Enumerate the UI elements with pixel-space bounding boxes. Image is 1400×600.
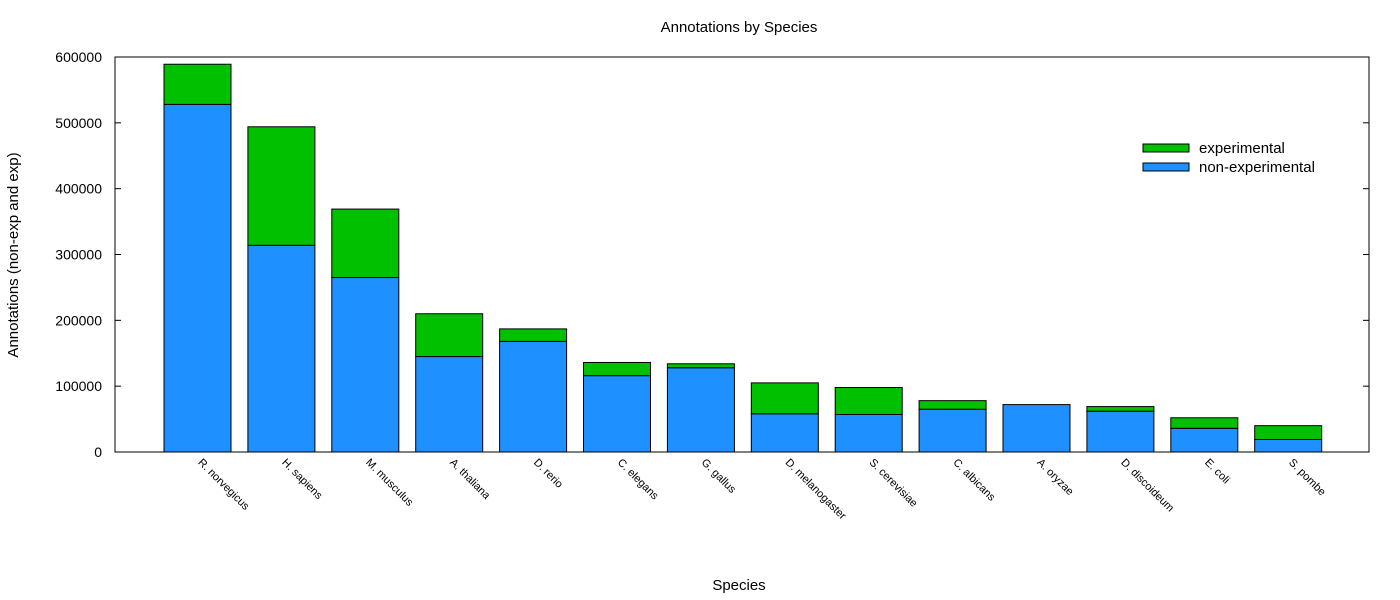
x-tick-label: C. albicans [950,457,997,504]
bar-non-experimental-8 [834,413,903,453]
x-tick-label: S. cerevisiae [867,457,920,510]
x-tick-label: H. sapiens [279,457,325,503]
bar-experimental-8 [834,386,903,415]
plot-frame [114,56,1370,453]
x-tick-label: S. pombe [1286,457,1328,499]
x-tick-label: E. coli [1202,457,1232,487]
bar-experimental-4 [499,328,568,342]
y-axis-label: Annotations (non-exp and exp) [5,152,22,357]
legend-label-non-experimental: non-experimental [1199,159,1315,176]
x-tick-label: A. thaliana [447,457,493,503]
bars-group [163,63,1323,453]
legend-swatch-experimental [1142,143,1190,153]
y-ticks-group: 0 100000 200000 300000 400000 500000 600000 [55,49,1369,460]
bar-non-experimental-2 [331,277,400,453]
bar-experimental-9 [918,400,987,410]
y-tick-label: 100000 [55,378,102,394]
y-tick-label: 0 [94,444,102,460]
x-tick-label: D. discoideum [1118,457,1176,515]
bar-non-experimental-1 [247,244,316,453]
bar-non-experimental-10 [1002,404,1071,453]
bar-non-experimental-3 [415,356,484,453]
bar-non-experimental-7 [750,413,819,453]
bar-experimental-1 [247,126,316,246]
bar-non-experimental-11 [1086,410,1155,453]
y-tick-label: 500000 [55,115,102,131]
bar-experimental-5 [583,361,651,377]
bar-experimental-3 [415,313,484,358]
bar-experimental-6 [666,363,735,369]
x-tick-label: A. oryzae [1034,457,1075,498]
y-tick-label: 400000 [55,181,102,197]
legend-label-experimental: experimental [1199,140,1285,157]
legend: experimental non-experimental [1142,140,1315,176]
x-tick-label: D. rerio [531,457,565,491]
bar-non-experimental-4 [499,340,568,453]
bar-experimental-2 [331,208,400,279]
bar-non-experimental-5 [583,375,651,453]
x-axis-label: Species [712,577,765,594]
chart-title: Annotations by Species [661,19,818,36]
y-tick-label: 300000 [55,247,102,263]
x-tick-label: D. melanogaster [783,457,849,523]
bar-non-experimental-9 [918,408,987,453]
x-tick-label: G. gallus [699,457,739,497]
y-tick-label: 600000 [55,49,102,65]
bar-experimental-11 [1086,406,1155,412]
y-tick-label: 200000 [55,312,102,328]
bar-non-experimental-0 [163,103,232,453]
x-tick-label: C. elegans [615,457,661,503]
x-tick-label: M. musculus [363,457,415,509]
bar-non-experimental-13 [1254,438,1323,453]
legend-swatch-non-experimental [1142,162,1190,172]
x-tick-labels-group: R. norvegicus H. sapiens M. musculus A. tha… [195,457,1327,523]
bar-experimental-0 [163,63,232,105]
bar-non-experimental-6 [666,367,735,453]
bar-experimental-13 [1254,425,1323,440]
bar-experimental-12 [1170,417,1239,429]
bar-experimental-7 [750,382,819,415]
bar-non-experimental-12 [1170,427,1239,453]
x-tick-label: R. norvegicus [195,457,251,513]
